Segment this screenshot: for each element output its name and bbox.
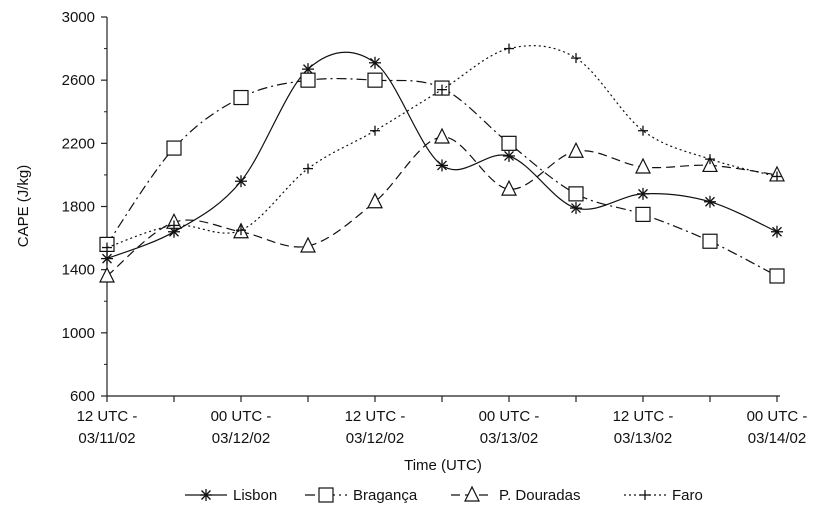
data-point-bragan-a: [702, 233, 718, 249]
series-faro: [102, 43, 782, 253]
data-point-faro: [437, 84, 447, 95]
data-point-lisbon: [570, 202, 582, 215]
series-bragan-a: [99, 72, 785, 284]
data-point-p-douradas: [635, 157, 651, 174]
y-tick-label: 2600: [62, 72, 95, 89]
data-point-bragan-a: [769, 268, 785, 284]
data-point-faro: [772, 171, 782, 182]
data-point-faro: [504, 43, 514, 54]
legend: Lisbon Bragança P. Douradas Faro: [185, 485, 703, 504]
x-tick-label-line1: 00 UTC -: [479, 408, 540, 425]
data-point-faro: [169, 220, 179, 231]
data-point-p-douradas: [300, 236, 316, 253]
x-tick-label-line1: 00 UTC -: [211, 408, 272, 425]
legend-item-bragan-a: Bragança: [305, 487, 418, 504]
data-point-lisbon: [637, 187, 649, 200]
legend-label-faro: Faro: [672, 487, 703, 504]
data-point-bragan-a: [300, 72, 316, 88]
x-tick-label-line1: 12 UTC -: [613, 408, 674, 425]
x-tick-label-line1: 12 UTC -: [77, 408, 138, 425]
y-axis: 600 1000 1400 1800 2200 2600 3000: [62, 9, 108, 405]
data-point-bragan-a: [635, 206, 651, 222]
data-point-lisbon: [235, 175, 247, 188]
y-tick-label: 1400: [62, 262, 95, 279]
legend-item-p-douradas: P. Douradas: [451, 485, 580, 504]
series-line-bragan-a: [106, 77, 778, 277]
x-tick-label-line2: 03/13/02: [480, 430, 538, 447]
data-point-faro: [370, 125, 380, 136]
y-tick-label: 600: [70, 388, 95, 405]
x-tick-label-line2: 03/11/02: [78, 430, 135, 447]
data-point-lisbon: [704, 195, 716, 208]
data-point-lisbon: [101, 252, 113, 265]
legend-marker-bragan-a: [318, 487, 334, 503]
legend-label-lisbon: Lisbon: [233, 487, 277, 504]
data-point-bragan-a: [501, 135, 517, 151]
data-point-faro: [102, 242, 112, 253]
y-tick-label: 2200: [62, 135, 95, 152]
x-tick-label-line1: 12 UTC -: [345, 408, 406, 425]
data-point-p-douradas: [568, 141, 584, 158]
data-point-bragan-a: [367, 72, 383, 88]
data-point-lisbon: [771, 225, 783, 238]
x-tick-label-line1: 00 UTC -: [747, 408, 808, 425]
data-point-faro: [571, 53, 581, 64]
x-tick-label-line2: 03/12/02: [212, 430, 270, 447]
legend-marker-p-douradas: [464, 485, 480, 502]
data-point-p-douradas: [702, 156, 718, 173]
y-tick-label: 1000: [62, 325, 95, 342]
data-point-bragan-a: [233, 89, 249, 106]
data-point-faro: [303, 163, 313, 174]
series-lisbon: [101, 51, 783, 265]
x-tick-label-line2: 03/12/02: [346, 430, 404, 447]
legend-marker-faro: [640, 490, 650, 500]
x-axis: 12 UTC - 03/11/02 00 UTC - 03/12/02 12 UTC -…: [77, 395, 808, 447]
data-point-faro: [638, 125, 648, 136]
series-line-faro: [106, 45, 778, 249]
y-tick-label: 3000: [62, 9, 95, 26]
data-point-p-douradas: [367, 192, 383, 209]
data-point-bragan-a: [568, 186, 584, 202]
legend-marker-lisbon: [200, 489, 212, 501]
series-line-lisbon: [106, 51, 778, 260]
x-axis-title: Time (UTC): [404, 457, 482, 474]
data-point-p-douradas: [434, 127, 450, 144]
data-point-p-douradas: [99, 266, 115, 283]
legend-item-lisbon: Lisbon: [185, 487, 277, 504]
data-point-bragan-a: [166, 140, 182, 156]
legend-label-bragan-a: Bragança: [353, 487, 418, 504]
data-point-faro: [705, 154, 715, 165]
series-p-douradas: [99, 127, 785, 283]
data-point-faro: [236, 225, 246, 236]
y-ticks: 600 1000 1400 1800 2200 2600 3000: [62, 9, 107, 405]
y-axis-title: CAPE (J/kg): [15, 165, 32, 248]
x-tick-label-line2: 03/14/02: [748, 430, 806, 447]
series-line-p-douradas: [106, 136, 778, 277]
series-layer: [99, 43, 785, 284]
data-point-lisbon: [503, 149, 515, 162]
y-tick-label: 1800: [62, 199, 95, 216]
legend-label-p-douradas: P. Douradas: [499, 487, 580, 504]
legend-item-faro: Faro: [624, 487, 703, 504]
data-point-lisbon: [436, 159, 448, 172]
data-point-lisbon: [369, 56, 381, 69]
data-point-p-douradas: [501, 179, 517, 196]
x-tick-label-line2: 03/13/02: [614, 430, 672, 447]
x-ticks: 12 UTC - 03/11/02 00 UTC - 03/12/02 12 UTC -…: [77, 396, 808, 447]
